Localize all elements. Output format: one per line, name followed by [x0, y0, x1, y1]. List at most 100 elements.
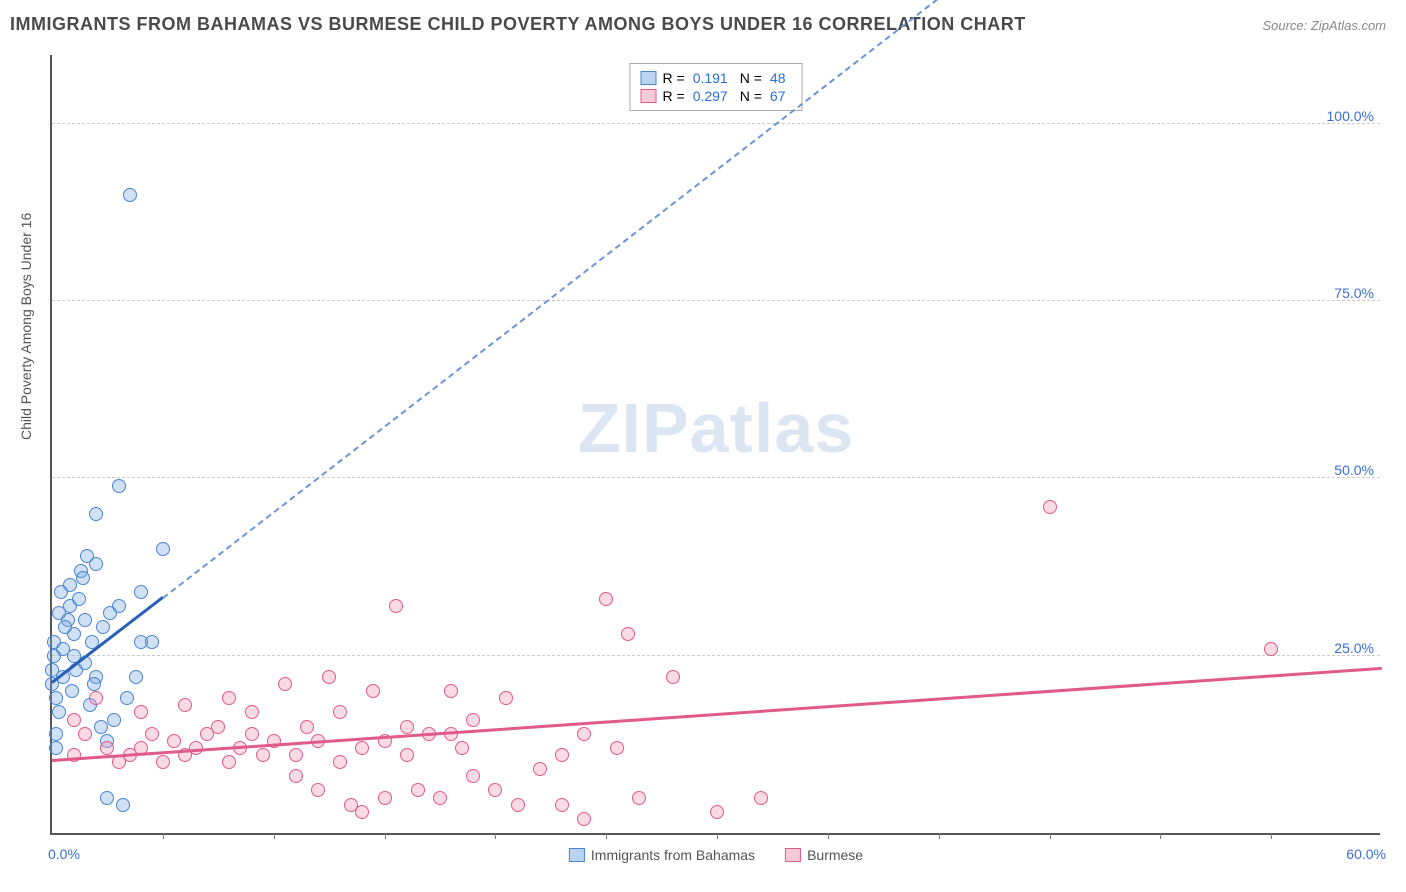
scatter-point-bahamas	[134, 585, 148, 599]
scatter-point-bahamas	[129, 670, 143, 684]
series-legend: Immigrants from Bahamas Burmese	[569, 847, 863, 863]
scatter-point-burmese	[289, 769, 303, 783]
legend-row-bahamas: R = 0.191 N = 48	[641, 70, 792, 86]
x-tick	[1160, 833, 1161, 839]
scatter-point-bahamas	[156, 542, 170, 556]
scatter-point-burmese	[710, 805, 724, 819]
swatch-blue-icon	[569, 848, 585, 862]
scatter-point-burmese	[754, 791, 768, 805]
scatter-point-bahamas	[52, 705, 66, 719]
correlation-legend: R = 0.191 N = 48 R = 0.297 N = 67	[630, 63, 803, 111]
scatter-point-burmese	[300, 720, 314, 734]
scatter-point-bahamas	[78, 613, 92, 627]
scatter-point-burmese	[89, 691, 103, 705]
swatch-pink-icon	[785, 848, 801, 862]
scatter-point-burmese	[555, 798, 569, 812]
scatter-point-bahamas	[80, 549, 94, 563]
gridline-horizontal	[52, 300, 1380, 301]
scatter-point-bahamas	[103, 606, 117, 620]
scatter-point-burmese	[289, 748, 303, 762]
y-tick-label: 25.0%	[1334, 640, 1374, 656]
scatter-point-burmese	[433, 791, 447, 805]
x-tick	[1271, 833, 1272, 839]
scatter-point-bahamas	[89, 507, 103, 521]
scatter-point-bahamas	[116, 798, 130, 812]
y-axis-label: Child Poverty Among Boys Under 16	[18, 213, 34, 440]
legend-row-burmese: R = 0.297 N = 67	[641, 88, 792, 104]
scatter-point-burmese	[411, 783, 425, 797]
scatter-point-burmese	[577, 727, 591, 741]
x-axis-max-label: 60.0%	[1346, 846, 1386, 862]
y-tick-label: 75.0%	[1334, 285, 1374, 301]
x-tick	[385, 833, 386, 839]
scatter-point-bahamas	[47, 649, 61, 663]
scatter-point-burmese	[100, 741, 114, 755]
scatter-point-burmese	[632, 791, 646, 805]
scatter-point-bahamas	[47, 635, 61, 649]
scatter-point-bahamas	[100, 791, 114, 805]
scatter-point-burmese	[466, 769, 480, 783]
swatch-blue-icon	[641, 71, 657, 85]
x-axis-min-label: 0.0%	[48, 846, 80, 862]
legend-item-burmese: Burmese	[785, 847, 863, 863]
scatter-point-bahamas	[49, 741, 63, 755]
source-attribution: Source: ZipAtlas.com	[1262, 18, 1386, 33]
x-tick	[939, 833, 940, 839]
scatter-point-bahamas	[52, 606, 66, 620]
scatter-point-burmese	[366, 684, 380, 698]
y-tick-label: 100.0%	[1327, 108, 1374, 124]
swatch-pink-icon	[641, 89, 657, 103]
scatter-point-burmese	[533, 762, 547, 776]
chart-title: IMMIGRANTS FROM BAHAMAS VS BURMESE CHILD…	[10, 14, 1026, 35]
n-label: N =	[740, 70, 762, 86]
scatter-point-bahamas	[112, 479, 126, 493]
legend-label-bahamas: Immigrants from Bahamas	[591, 847, 755, 863]
scatter-point-bahamas	[120, 691, 134, 705]
scatter-point-burmese	[444, 684, 458, 698]
gridline-horizontal	[52, 477, 1380, 478]
scatter-point-burmese	[599, 592, 613, 606]
scatter-point-burmese	[389, 599, 403, 613]
watermark-text: ZIPatlas	[578, 388, 854, 468]
scatter-point-burmese	[134, 705, 148, 719]
x-tick	[495, 833, 496, 839]
scatter-point-burmese	[333, 755, 347, 769]
scatter-point-burmese	[466, 713, 480, 727]
scatter-point-burmese	[455, 741, 469, 755]
scatter-point-burmese	[156, 755, 170, 769]
gridline-horizontal	[52, 655, 1380, 656]
scatter-point-bahamas	[87, 677, 101, 691]
scatter-point-burmese	[78, 727, 92, 741]
watermark-bold: ZIP	[578, 389, 690, 467]
r-label: R =	[663, 88, 685, 104]
scatter-point-bahamas	[49, 727, 63, 741]
scatter-plot-area: ZIPatlas R = 0.191 N = 48 R = 0.297 N = …	[50, 55, 1380, 835]
scatter-point-bahamas	[145, 635, 159, 649]
r-value-bahamas: 0.191	[693, 70, 728, 86]
scatter-point-burmese	[610, 741, 624, 755]
watermark-rest: atlas	[690, 389, 855, 467]
scatter-point-burmese	[311, 783, 325, 797]
scatter-point-burmese	[355, 805, 369, 819]
scatter-point-burmese	[1043, 500, 1057, 514]
scatter-point-bahamas	[54, 585, 68, 599]
scatter-point-burmese	[245, 727, 259, 741]
scatter-point-bahamas	[72, 592, 86, 606]
scatter-point-burmese	[278, 677, 292, 691]
scatter-point-burmese	[488, 783, 502, 797]
scatter-point-bahamas	[107, 713, 121, 727]
scatter-point-bahamas	[123, 188, 137, 202]
x-tick	[606, 833, 607, 839]
scatter-point-bahamas	[96, 620, 110, 634]
scatter-point-burmese	[555, 748, 569, 762]
scatter-point-burmese	[222, 755, 236, 769]
legend-item-bahamas: Immigrants from Bahamas	[569, 847, 755, 863]
scatter-point-burmese	[621, 627, 635, 641]
scatter-point-bahamas	[94, 720, 108, 734]
scatter-point-burmese	[378, 791, 392, 805]
scatter-point-burmese	[145, 727, 159, 741]
x-tick	[828, 833, 829, 839]
scatter-point-burmese	[333, 705, 347, 719]
n-value-bahamas: 48	[770, 70, 786, 86]
scatter-point-burmese	[256, 748, 270, 762]
